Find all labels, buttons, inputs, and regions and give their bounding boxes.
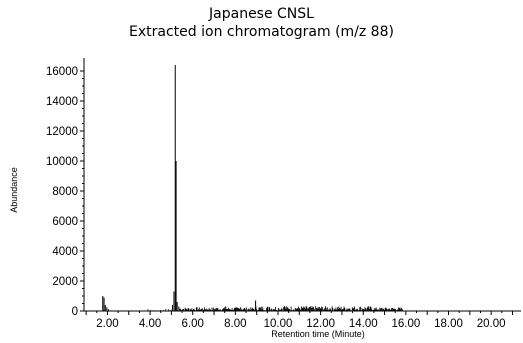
x-axis-label: Retention time (Minute): [271, 329, 365, 339]
x-tick-label: 4.00: [139, 318, 161, 330]
x-tick-label: 16.00: [391, 318, 420, 330]
axes: [83, 58, 521, 312]
x-tick-label: 2.00: [96, 318, 118, 330]
chromatogram-trace: [97, 65, 409, 312]
y-tick-label: 2000: [52, 276, 78, 288]
y-tick-label: 0: [72, 306, 78, 318]
y-tick-label: 12000: [46, 126, 78, 138]
x-tick-label: 12.00: [306, 318, 335, 330]
x-tick-label: 18.00: [434, 318, 463, 330]
x-tick-label: 6.00: [182, 318, 204, 330]
chart-title: Japanese CNSL: [209, 6, 314, 22]
y-tick-label: 8000: [52, 186, 78, 198]
y-axis-ticks: 0 2000 4000 6000 8000 10000 12000 14000 16000: [46, 66, 84, 318]
y-tick-label: 4000: [52, 246, 78, 258]
y-axis-label: Abundance: [9, 167, 19, 213]
y-tick-label: 16000: [46, 66, 78, 78]
y-tick-label: 10000: [46, 156, 78, 168]
chart-subtitle: Extracted ion chromatogram (m/z 88): [129, 24, 394, 40]
x-axis-ticks: 2.00 4.00 6.00 8.00 10.00 12.00 14.00 16.00 18.0…: [85, 311, 513, 330]
x-tick-label: 10.00: [264, 318, 293, 330]
x-tick-label: 14.00: [349, 318, 378, 330]
y-tick-label: 14000: [46, 96, 78, 108]
x-tick-label: 8.00: [224, 318, 246, 330]
x-tick-label: 20.00: [477, 318, 506, 330]
y-tick-label: 6000: [52, 216, 78, 228]
